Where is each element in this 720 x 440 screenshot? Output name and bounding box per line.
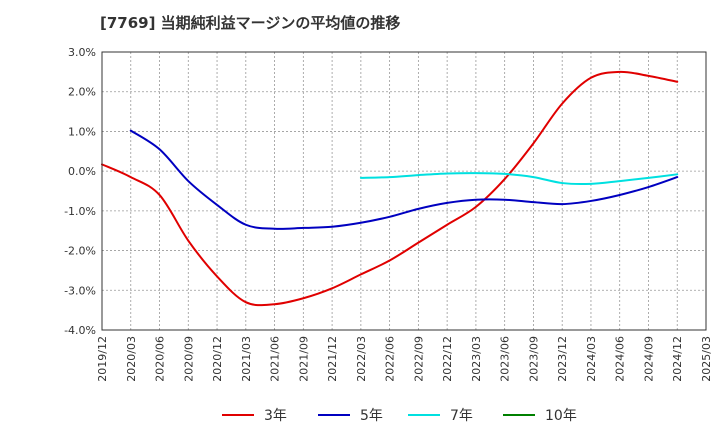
x-tick-label: 2025/03	[700, 336, 713, 382]
x-tick-label: 2024/12	[671, 336, 684, 382]
y-tick-label: 3.0%	[68, 46, 96, 59]
x-tick-label: 2024/06	[614, 336, 627, 382]
legend-label: 10年	[545, 408, 577, 424]
x-tick-label: 2021/12	[326, 336, 339, 382]
x-tick-label: 2023/03	[470, 336, 483, 382]
x-tick-label: 2024/03	[585, 336, 598, 382]
plot-frame	[101, 51, 707, 331]
x-tick-label: 2022/03	[355, 336, 368, 382]
y-tick-label: -2.0%	[64, 245, 96, 258]
y-tick-label: 1.0%	[68, 125, 96, 138]
plot-background	[102, 52, 706, 330]
x-tick-label: 2023/12	[556, 336, 569, 382]
chart-title: [7769] 当期純利益マージンの平均値の推移	[100, 14, 401, 32]
series-lines	[101, 70, 679, 307]
y-tick-label: -4.0%	[64, 324, 96, 337]
x-tick-label: 2020/09	[182, 336, 195, 382]
series-line	[129, 129, 679, 230]
y-tick-label: 2.0%	[68, 86, 96, 99]
legend-label: 7年	[450, 408, 473, 424]
x-tick-label: 2022/06	[384, 336, 397, 382]
y-tick-label: -3.0%	[64, 284, 96, 297]
x-tick-label: 2021/06	[269, 336, 282, 382]
series-line	[101, 70, 679, 307]
y-tick-label: 0.0%	[68, 165, 96, 178]
series-line	[359, 172, 679, 186]
legend-label: 3年	[264, 408, 287, 424]
grid	[102, 52, 706, 330]
x-tick-label: 2022/12	[441, 336, 454, 382]
x-tick-label: 2022/09	[412, 336, 425, 382]
y-axis-ticks: 3.0% 2.0% 1.0% 0.0% -1.0% -2.0% -3.0% -4.0%	[64, 46, 96, 337]
x-tick-label: 2023/06	[499, 336, 512, 382]
x-tick-label: 2020/12	[211, 336, 224, 382]
x-tick-label: 2021/03	[240, 336, 253, 382]
x-tick-label: 2021/09	[297, 336, 310, 382]
x-tick-label: 2019/12	[96, 336, 109, 382]
legend-label: 5年	[360, 408, 383, 424]
x-tick-label: 2020/03	[125, 336, 138, 382]
legend: 3年 5年 7年 10年	[222, 408, 577, 424]
x-tick-label: 2023/09	[527, 336, 540, 382]
y-tick-label: -1.0%	[64, 205, 96, 218]
x-tick-label: 2020/06	[154, 336, 167, 382]
x-tick-label: 2024/09	[642, 336, 655, 382]
x-axis-ticks: 2019/12 2020/03 2020/06 2020/09 2020/12 2021/…	[96, 336, 713, 382]
